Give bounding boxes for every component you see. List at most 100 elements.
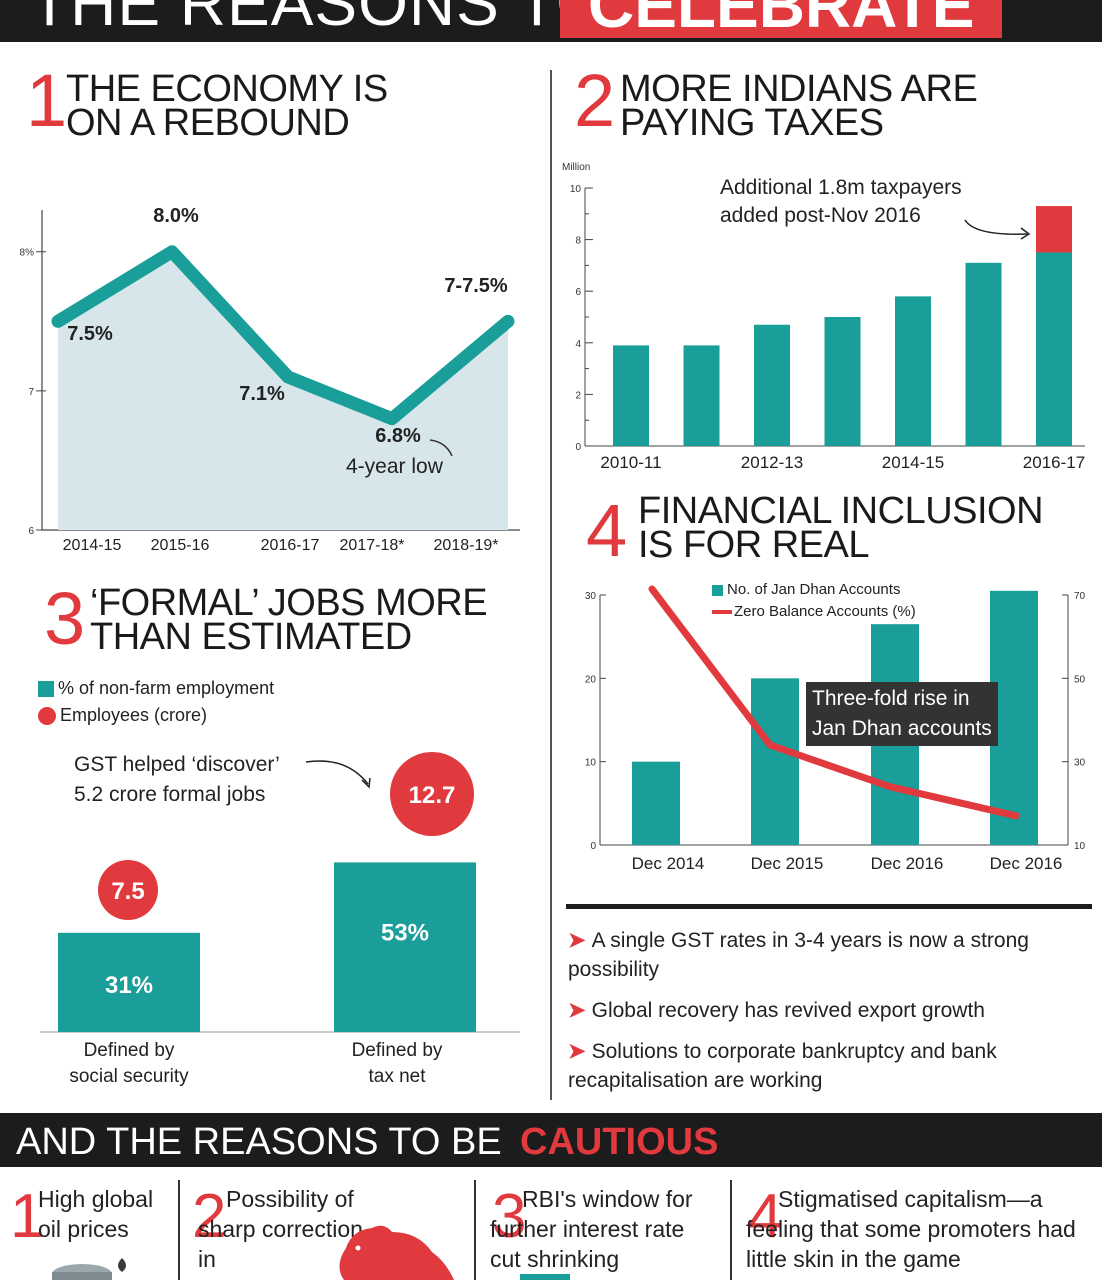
- legend-circle-label: Employees (crore): [60, 705, 208, 725]
- gdp-point: [287, 375, 289, 378]
- caution4-text: Stigmatised capitalism—a feeling that so…: [746, 1186, 1076, 1272]
- gdp-point: [171, 250, 173, 253]
- y-tick-right-label: 70: [1074, 591, 1086, 602]
- taxpayers-bar: [754, 324, 790, 446]
- annotation-arrow: [305, 760, 369, 785]
- section4-heading: FINANCIAL INCLUSION IS FOR REAL: [638, 490, 1044, 566]
- employees-circle: [390, 752, 474, 836]
- gdp-data-label: 7-7.5%: [444, 275, 508, 297]
- caution-separator: [178, 1180, 180, 1280]
- x-tick-label: 2016-17: [261, 537, 320, 554]
- x-tick-label: 2016-17: [1023, 453, 1085, 472]
- section4-heading-line2: IS FOR REAL: [638, 524, 870, 566]
- jobs-bar-label: 53%: [381, 919, 429, 946]
- section3-number: 3: [44, 577, 86, 660]
- y-tick-label: 8: [575, 236, 581, 247]
- taxpayers-bar: [613, 345, 649, 446]
- x-tick-label: 2015-16: [151, 537, 210, 554]
- bullet-text: Solutions to corporate bankruptcy and ba…: [568, 1040, 997, 1092]
- gdp-point: [507, 320, 509, 323]
- caution3-number: 3: [492, 1182, 527, 1251]
- caution-separator: [730, 1180, 732, 1280]
- bullets-rule: [566, 904, 1092, 909]
- gdp-annotation: 4-year low: [346, 455, 443, 478]
- bullet-text: A single GST rates in 3-4 years is now a…: [568, 929, 1029, 981]
- zero-balance-line: [648, 585, 1020, 820]
- y-tick-label: 8%: [20, 248, 35, 259]
- taxpayers-bar: [895, 296, 931, 446]
- section1-heading-line1: THE ECONOMY IS: [66, 68, 388, 110]
- y-tick-label: 2: [575, 390, 581, 401]
- caution3-text: RBI's window for further interest rate c…: [490, 1186, 693, 1272]
- jobs-bar: [58, 932, 200, 1032]
- y-tick-label: 20: [585, 674, 597, 685]
- taxpayers-bar: [965, 262, 1002, 446]
- legend-item-circle: Employees (crore): [38, 705, 274, 726]
- jandhan-bar: [632, 761, 680, 845]
- caution-separator: [474, 1180, 476, 1280]
- section1-heading: THE ECONOMY IS ON A REBOUND: [66, 68, 388, 144]
- x-tick-label: Dec 2015: [751, 854, 824, 873]
- legend-bar-label: % of non-farm employment: [58, 678, 275, 698]
- header-bar: THE REASONS TO CELEBRATE: [0, 0, 1102, 42]
- taxpayers-bar: [1036, 252, 1072, 446]
- header-title: THE REASONS TO: [30, 0, 608, 39]
- taxpayers-bar: [824, 317, 861, 446]
- legend-circle-icon: [38, 707, 56, 726]
- header-title-highlight: CELEBRATE: [560, 0, 1003, 41]
- jobs-bar: [334, 862, 476, 1032]
- bullet-text: Global recovery has revived export growt…: [591, 999, 985, 1022]
- jandhan-annotation-line2: Jan Dhan accounts: [812, 717, 992, 740]
- arrow-icon: ➤: [568, 929, 586, 952]
- y-tick-right-label: 10: [1074, 841, 1086, 852]
- x-tick-label: Defined by: [352, 1040, 443, 1061]
- section2-number: 2: [574, 59, 616, 142]
- x-tick-label: Dec 2016: [990, 854, 1063, 873]
- x-tick-label: 2017-18*: [340, 537, 405, 554]
- section3-heading-line1: ‘FORMAL’ JOBS MORE: [90, 582, 488, 624]
- x-tick-label: 2012-13: [741, 453, 803, 472]
- gdp-point: [57, 320, 59, 323]
- x-tick-label: tax net: [368, 1066, 426, 1087]
- caution4-number: 4: [748, 1182, 783, 1251]
- section4-legend: No. of Jan Dhan Accounts Zero Balance Ac…: [712, 579, 916, 623]
- section3-heading-line2: THAN ESTIMATED: [90, 616, 412, 658]
- x-tick-label: social security: [69, 1066, 189, 1087]
- bullet-item: ➤ A single GST rates in 3-4 years is now …: [568, 926, 1088, 984]
- caution1-number: 1: [10, 1182, 45, 1251]
- section3-legend: % of non-farm employment Employees (cror…: [38, 678, 274, 726]
- x-tick-label: 2010-11: [600, 453, 661, 472]
- gdp-data-label: 6.8%: [375, 425, 421, 447]
- x-tick-label: Defined by: [84, 1040, 175, 1061]
- y-tick-label: 0: [575, 442, 581, 453]
- column-divider: [550, 70, 552, 1100]
- y-tick-label: 6: [575, 287, 581, 298]
- y-tick-label: 10: [570, 184, 582, 195]
- legend-item-jandhan: No. of Jan Dhan Accounts: [712, 579, 916, 601]
- rate-chart-icon: [520, 1274, 570, 1280]
- legend-line-icon: [712, 610, 732, 615]
- bullet-item: ➤ Solutions to corporate bankruptcy and b…: [568, 1037, 1088, 1095]
- gdp-data-label: 7.5%: [67, 323, 113, 345]
- taxpayers-chart: 0 2 4 6 8 10 2010-11 2012-13 2014-15 2016-17: [570, 184, 1085, 472]
- section1-heading-line2: ON A REBOUND: [66, 102, 350, 144]
- section2-heading-line2: PAYING TAXES: [620, 102, 884, 144]
- legend-zero-balance-label: Zero Balance Accounts (%): [734, 603, 916, 620]
- section4-heading-line1: FINANCIAL INCLUSION: [638, 490, 1044, 532]
- jobs-annotation: GST helped ‘discover’ 5.2 crore formal j…: [74, 750, 280, 810]
- bear-icon: [339, 1225, 454, 1280]
- gdp-chart: 6 7 8% 7.5% 8.0% 7.1% 6.8% 7-7.5% 2014-15 2015-16…: [20, 205, 520, 554]
- cautious-title: AND THE REASONS TO BE: [16, 1121, 502, 1163]
- gdp-area: [58, 251, 508, 530]
- y-tick-right-label: 30: [1074, 758, 1086, 769]
- jobs-annotation-line1: GST helped ‘discover’: [74, 753, 280, 776]
- section1-number: 1: [26, 59, 68, 142]
- arrow-icon: ➤: [568, 999, 586, 1022]
- oil-barrel-icon: [52, 1258, 126, 1280]
- employees-label: 7.5: [111, 878, 144, 905]
- employees-label: 12.7: [409, 782, 456, 809]
- taxpayers-annotation-line1: Additional 1.8m taxpayers: [720, 176, 962, 199]
- taxpayers-added-bar: [1036, 206, 1072, 253]
- taxpayers-annotation: Additional 1.8m taxpayers added post-Nov…: [720, 174, 962, 230]
- gdp-point: [391, 417, 393, 420]
